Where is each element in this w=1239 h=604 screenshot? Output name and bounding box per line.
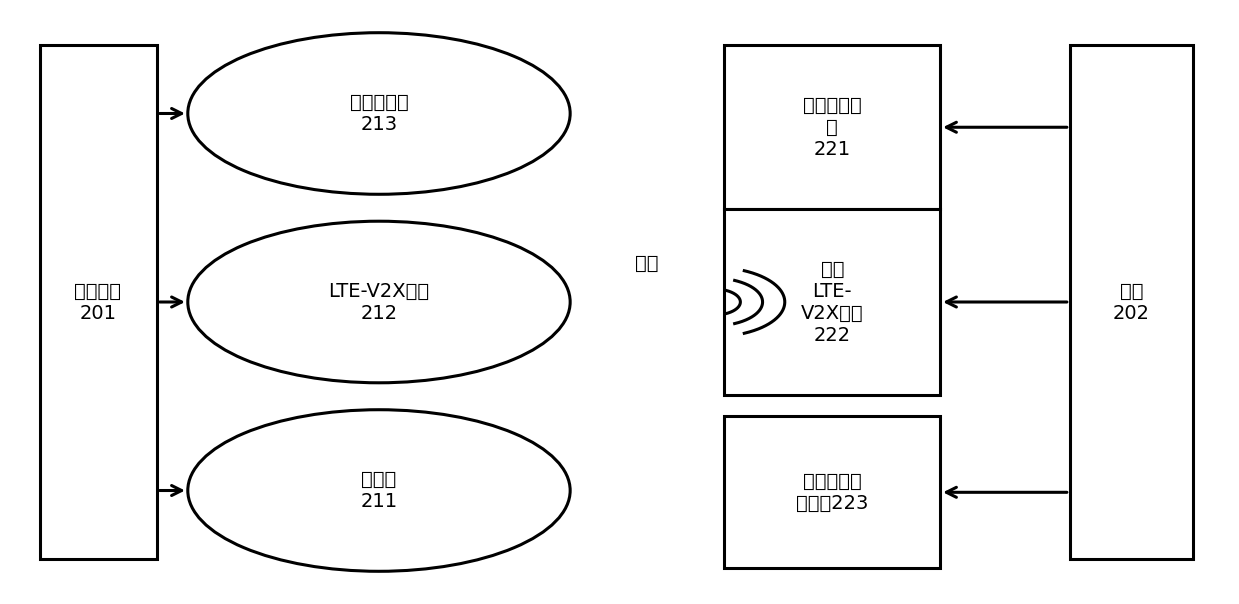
Text: 车辆底盘控
制设备223: 车辆底盘控 制设备223 xyxy=(797,472,869,513)
Text: 摄像头
211: 摄像头 211 xyxy=(361,470,398,511)
Bar xyxy=(40,45,157,559)
Ellipse shape xyxy=(188,410,570,571)
Text: 车辆
202: 车辆 202 xyxy=(1113,281,1150,323)
Text: 车载
LTE-
V2X设备
222: 车载 LTE- V2X设备 222 xyxy=(800,260,864,344)
Bar xyxy=(725,45,940,209)
Text: 广播: 广播 xyxy=(636,254,659,272)
Bar xyxy=(725,209,940,395)
Bar xyxy=(725,416,940,568)
Ellipse shape xyxy=(188,221,570,383)
Text: 数据处理器
213: 数据处理器 213 xyxy=(349,93,409,134)
Bar xyxy=(1069,45,1193,559)
Text: 路侧设备
201: 路侧设备 201 xyxy=(74,281,121,323)
Ellipse shape xyxy=(188,33,570,194)
Text: LTE-V2X设备
212: LTE-V2X设备 212 xyxy=(328,281,430,323)
Text: 自动驾驶设
备
221: 自动驾驶设 备 221 xyxy=(803,96,861,159)
